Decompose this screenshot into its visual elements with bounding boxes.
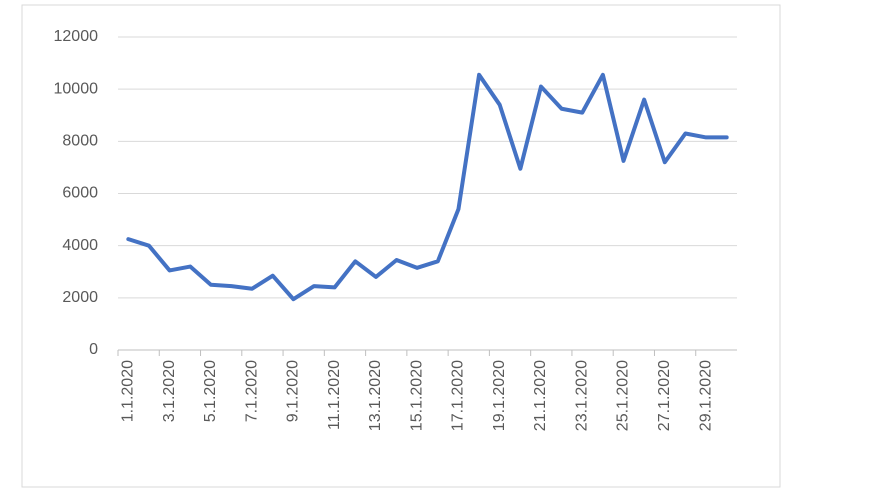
- x-tick-label: 17.1.2020: [450, 360, 467, 431]
- y-tick-label: 10000: [54, 80, 99, 97]
- x-tick-label: 7.1.2020: [243, 360, 260, 422]
- y-tick-label: 0: [89, 341, 98, 358]
- y-tick-label: 12000: [54, 28, 99, 45]
- x-tick-label: 29.1.2020: [697, 360, 714, 431]
- x-tick-label: 1.1.2020: [120, 360, 137, 422]
- x-tick-label: 19.1.2020: [491, 360, 508, 431]
- x-tick-label: 9.1.2020: [285, 360, 302, 422]
- y-tick-label: 2000: [62, 289, 98, 306]
- x-tick-label: 23.1.2020: [573, 360, 590, 431]
- y-tick-label: 4000: [62, 237, 98, 254]
- y-tick-label: 8000: [62, 133, 98, 150]
- x-tick-label: 21.1.2020: [532, 360, 549, 431]
- x-tick-label: 25.1.2020: [615, 360, 632, 431]
- line-series: [126, 72, 729, 302]
- x-tick-label: 13.1.2020: [367, 360, 384, 431]
- x-tick-label: 3.1.2020: [161, 360, 178, 422]
- x-tick-label: 5.1.2020: [202, 360, 219, 422]
- x-tick-label: 27.1.2020: [656, 360, 673, 431]
- x-tick-label: 11.1.2020: [326, 360, 343, 430]
- y-tick-label: 6000: [62, 185, 98, 202]
- x-tick-label: 15.1.2020: [408, 360, 425, 431]
